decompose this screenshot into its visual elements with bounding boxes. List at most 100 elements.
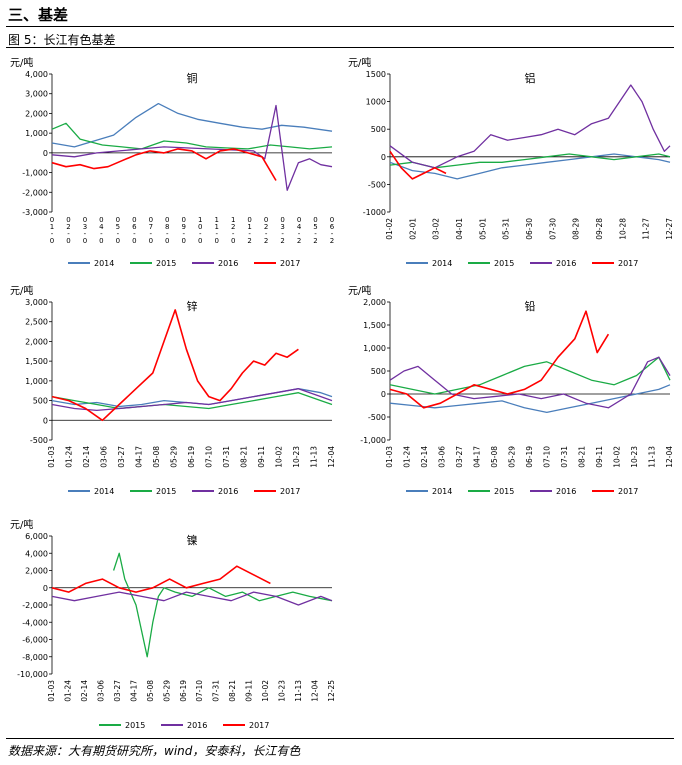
x-tick-label: 11-27	[642, 218, 651, 240]
x-tick-label: 01-03	[385, 446, 394, 468]
legend-label: 2016	[218, 259, 238, 268]
y-axis-label: 元/吨	[10, 284, 33, 297]
x-tick-label: 10-23	[278, 680, 287, 702]
x-tick-label: 08-21	[240, 446, 249, 468]
x-tick-label: 0 8 -0	[165, 216, 169, 245]
x-tick-label: 11-13	[648, 446, 657, 468]
source-note: 数据来源：大有期货研究所，wind，安泰科，长江有色	[8, 744, 301, 758]
chart-nickel: 镍 元/吨 -10,000 -8,000 -6,000 -4,000 -2,000 0 2,00…	[6, 514, 338, 736]
series-line-2014	[389, 384, 671, 414]
legend-label: 2015	[494, 487, 514, 496]
x-tick-label: 02-14	[80, 680, 89, 702]
y-tick-label: 1000	[366, 98, 386, 107]
x-tick-label: 1 1 -0	[214, 216, 218, 245]
series-line-2017	[51, 148, 277, 181]
x-tick-label: 0 2 -2	[264, 216, 268, 245]
x-tick-label: 07-31	[212, 680, 221, 702]
x-tick-label: 03-06	[100, 446, 109, 468]
legend-label: 2017	[280, 259, 300, 268]
series-line-2015	[389, 153, 671, 169]
x-tick-label: 10-23	[292, 446, 301, 468]
series-line-2017	[51, 565, 271, 593]
x-tick-label: 0 7 -0	[149, 216, 153, 245]
series-line-2015	[51, 122, 333, 150]
y-tick-label: 3,000	[25, 298, 48, 307]
legend-label: 2015	[494, 259, 514, 268]
y-tick-label: 3,000	[25, 90, 48, 99]
chart-svg: 铜 元/吨 -3,000 -2,000 -1,000 0 1,000 2,000 3,000 4,…	[10, 56, 335, 268]
x-tick-label: 09-28	[595, 218, 604, 240]
source-rule	[6, 738, 674, 739]
y-tick-label: 500	[33, 397, 48, 406]
x-tick-label: 05-08	[152, 446, 161, 468]
y-tick-label: 0	[43, 416, 48, 425]
x-tick-label: 0 3 -0	[83, 216, 87, 245]
x-tick-label: 08-21	[228, 680, 237, 702]
series-line-2017	[389, 150, 447, 180]
legend-label: 2016	[556, 259, 576, 268]
x-tick-label: 03-27	[117, 446, 126, 468]
legend-label: 2016	[556, 487, 576, 496]
legend-label: 2016	[218, 487, 238, 496]
x-tick-label: 01-24	[65, 446, 74, 468]
figure-caption: 图 5：长江有色基差	[8, 33, 116, 47]
legend-label: 2014	[432, 259, 452, 268]
x-tick-label: 0 9 -0	[182, 216, 186, 245]
x-tick-label: 03-02	[432, 218, 441, 240]
x-tick-label: 10-02	[275, 446, 284, 468]
legend-label: 2015	[125, 721, 145, 730]
x-tick-label: 09-11	[595, 446, 604, 468]
x-tick-label: 12-04	[665, 446, 674, 468]
x-tick-label: 12-04	[327, 446, 336, 468]
x-tick-label: 07-31	[222, 446, 231, 468]
legend-label: 2014	[94, 259, 114, 268]
x-tick-label: 05-08	[146, 680, 155, 702]
y-tick-label: -1,000	[360, 436, 386, 445]
x-tick-label: 12-04	[311, 680, 320, 702]
y-axis-label: 元/吨	[348, 56, 371, 69]
chart-svg: 镍 元/吨 -10,000 -8,000 -6,000 -4,000 -2,000 0 2,00…	[10, 518, 336, 730]
x-tick-label: 01-02	[385, 218, 394, 240]
y-tick-label: -1,000	[22, 169, 48, 178]
x-tick-label: 10-23	[630, 446, 639, 468]
x-tick-label: 03-06	[438, 446, 447, 468]
x-tick-label: 09-11	[245, 680, 254, 702]
series-line-2016	[389, 84, 671, 169]
x-tick-label: 0 3 -2	[280, 216, 284, 245]
x-tick-label: 10-02	[613, 446, 622, 468]
series-line-2017	[51, 309, 299, 422]
x-tick-label: 11-13	[294, 680, 303, 702]
x-tick-label: 07-10	[205, 446, 214, 468]
legend-label: 2014	[432, 487, 452, 496]
y-tick-label: 0	[43, 584, 48, 593]
x-tick-label: 08-29	[572, 218, 581, 240]
legend-label: 2017	[280, 487, 300, 496]
series-line-2015	[51, 392, 333, 410]
y-tick-label: 1,500	[363, 321, 386, 330]
x-tick-label: 06-19	[187, 446, 196, 468]
chart-svg: 铝 元/吨 -1000 -500 0 500 1000 1500 01-02 02-01 03-02…	[348, 56, 674, 268]
y-tick-label: 500	[371, 367, 386, 376]
x-tick-label: 02-14	[420, 446, 429, 468]
legend-label: 2017	[618, 259, 638, 268]
x-tick-label: 04-17	[473, 446, 482, 468]
series-line-2016	[389, 356, 671, 409]
x-tick-label: 05-29	[508, 446, 517, 468]
series-line-2014	[51, 102, 333, 148]
series-line-2014	[389, 153, 671, 180]
y-tick-label: 0	[43, 149, 48, 158]
x-tick-label: 10-02	[261, 680, 270, 702]
x-tick-label: 05-08	[490, 446, 499, 468]
y-tick-label: -1000	[363, 208, 386, 217]
y-tick-label: 6,000	[25, 532, 48, 541]
y-tick-label: 2,000	[25, 109, 48, 118]
x-tick-label: 05-31	[502, 218, 511, 240]
title-rule	[6, 26, 674, 27]
y-tick-label: -500	[30, 436, 48, 445]
y-tick-label: 1500	[366, 70, 386, 79]
x-tick-label: 07-31	[560, 446, 569, 468]
x-tick-label: 0 4 -2	[297, 216, 302, 245]
y-tick-label: 2,000	[25, 337, 48, 346]
x-tick-label: 05-29	[162, 680, 171, 702]
y-tick-label: 1,500	[25, 357, 48, 366]
